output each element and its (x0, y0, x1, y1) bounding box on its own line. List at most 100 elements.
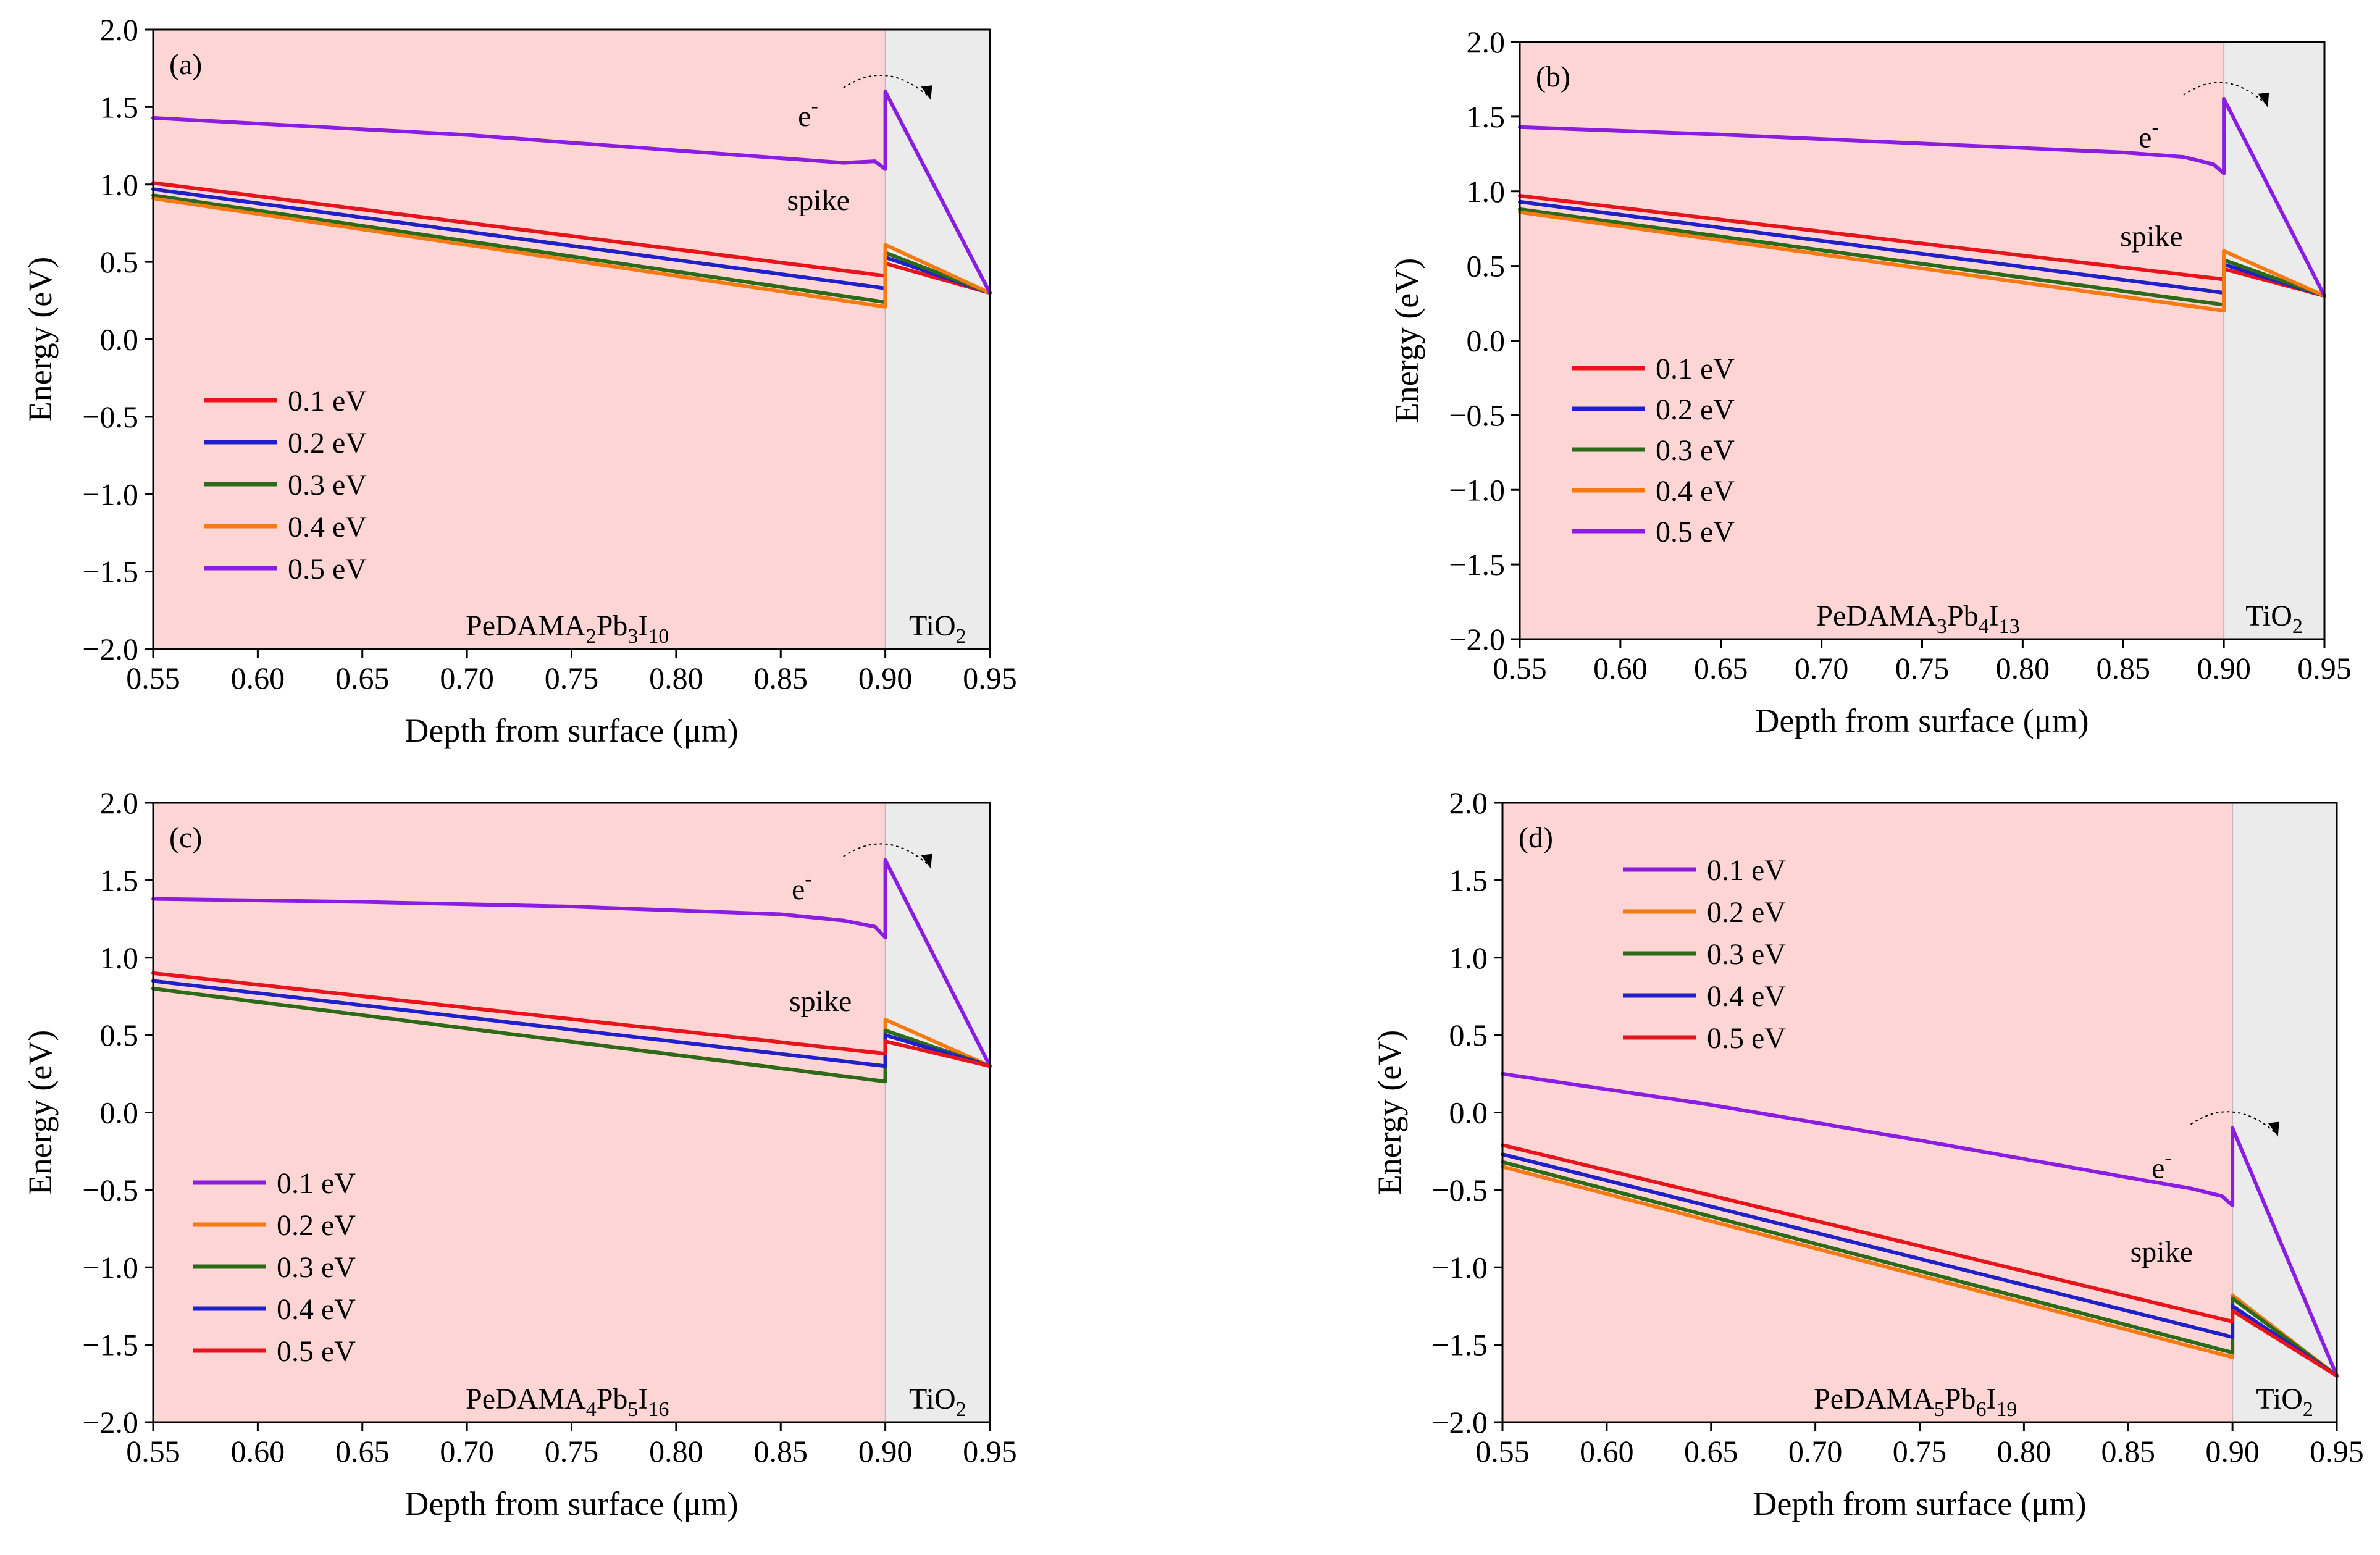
electron-charge: - (2164, 1146, 2171, 1169)
subscript: 16 (648, 1398, 669, 1421)
series-line-0-5-eV (151, 971, 992, 1068)
panel-label: (c) (169, 821, 202, 854)
x-axis: 0.55 0.60 0.65 0.70 0.75 0.80 0.85 0.90 0.95 Dept… (126, 649, 1017, 749)
electron-label: e- (792, 868, 812, 906)
legend-item: 0.2 eV (1707, 896, 1786, 929)
series-line-0-5-eV (1501, 1143, 2339, 1378)
x-tick-label: 0.55 (126, 661, 180, 695)
label-part: PeDAMA (466, 1383, 586, 1415)
y-axis: 2.0 1.5 1.0 0.5 0.0 −0.5 −1.0 −1.5 −2.0 Energy (e… (1388, 25, 1520, 656)
panel-label: (d) (1519, 821, 1553, 854)
y-tick-label: −1.0 (1449, 472, 1505, 507)
legend-item: 0.5 eV (1656, 516, 1735, 548)
label-part: Pb (597, 1383, 628, 1415)
x-tick-label: 0.85 (2101, 1434, 2156, 1469)
x-tick-label: 0.85 (2097, 651, 2151, 685)
electron-transfer-arrow (843, 843, 928, 865)
label-part: I (638, 1383, 648, 1415)
chart-panel-1: 0.55 0.60 0.65 0.70 0.75 0.80 0.85 0.90 0.95 Dept… (22, 12, 1017, 749)
electron-symbol: e (2139, 121, 2152, 154)
legend: 0.1 eV 0.2 eV 0.3 eV 0.4 eV 0.5 eV (1572, 353, 1735, 548)
x-tick-label: 0.70 (440, 1434, 494, 1469)
subscript: 3 (627, 625, 638, 648)
y-tick-label: −1.5 (82, 555, 138, 589)
x-axis-label: Depth from surface (μm) (404, 1485, 738, 1522)
x-tick-label: 0.60 (231, 1434, 285, 1469)
x-tick-label: 0.70 (1795, 651, 1849, 685)
y-axis-label: Energy (eV) (1388, 258, 1425, 423)
x-tick-label: 0.75 (1893, 1434, 1947, 1469)
y-axis: 2.0 1.5 1.0 0.5 0.0 −0.5 −1.0 −1.5 −2.0 Energy (e… (22, 786, 153, 1440)
region-label-perovskite: PeDAMA2Pb3I10 (466, 610, 669, 648)
y-tick-label: −2.0 (82, 632, 138, 666)
x-tick-label: 0.55 (1493, 651, 1547, 685)
region-label-TiO2: TiO2 (909, 1383, 966, 1421)
y-tick-label: 2.0 (1467, 25, 1506, 59)
y-tick-label: 1.5 (100, 90, 139, 124)
x-tick-label: 0.55 (126, 1434, 180, 1469)
subscript: 19 (1996, 1398, 2017, 1421)
x-axis-label: Depth from surface (μm) (1753, 1485, 2086, 1522)
label-part: I (1986, 1383, 1996, 1415)
chart-panel-3: 0.55 0.60 0.65 0.70 0.75 0.80 0.85 0.90 0.95Dept… (22, 786, 1017, 1522)
x-tick-label: 0.80 (1997, 1434, 2051, 1469)
y-axis-label: Energy (eV) (1371, 1030, 1408, 1195)
panel-label: (b) (1536, 61, 1570, 93)
y-tick-label: −0.5 (1431, 1173, 1488, 1207)
legend-item: 0.1 eV (277, 1167, 356, 1200)
electron-label: e- (2139, 115, 2159, 154)
subscript: 4 (1979, 615, 1989, 638)
series-line-0-5-eV (1518, 96, 2326, 298)
label-part: TiO (909, 610, 956, 642)
region-label-TiO2: TiO2 (909, 610, 966, 648)
y-tick-label: 0.5 (100, 245, 139, 279)
x-tick-label: 0.90 (858, 661, 913, 695)
y-tick-label: 1.0 (100, 941, 139, 975)
subscript: 2 (2303, 1398, 2313, 1421)
subscript: 3 (1937, 615, 1947, 638)
x-tick-label: 0.85 (754, 1434, 808, 1469)
y-tick-label: 0.5 (1467, 249, 1506, 283)
region-label-perovskite: PeDAMA5Pb6I19 (1814, 1383, 2017, 1421)
subscript: 5 (1934, 1398, 1945, 1421)
spike-label: spike (789, 985, 852, 1018)
label-part: PeDAMA (1814, 1383, 1934, 1415)
legend: 0.1 eV 0.2 eV 0.3 eV 0.4 eV 0.5 eV (204, 385, 367, 585)
electron-symbol: e (792, 873, 805, 906)
y-tick-label: 1.0 (1449, 941, 1488, 975)
electron-symbol: e (798, 100, 811, 133)
region-label-perovskite: PeDAMA4Pb5I16 (466, 1383, 669, 1421)
y-tick-label: 1.0 (100, 167, 139, 202)
y-tick-label: −1.0 (1431, 1250, 1488, 1285)
x-tick-label: 0.80 (1996, 651, 2050, 685)
label-part: I (638, 610, 648, 642)
x-tick-label: 0.70 (1788, 1434, 1843, 1469)
electron-charge: - (805, 868, 811, 891)
y-tick-label: 2.0 (100, 12, 139, 47)
x-tick-label: 0.75 (545, 1434, 599, 1469)
y-tick-label: −2.0 (82, 1405, 138, 1440)
subscript: 4 (586, 1398, 597, 1421)
y-tick-label: 0.0 (100, 1096, 139, 1130)
x-tick-label: 0.60 (1580, 1434, 1634, 1469)
x-tick-label: 0.60 (1593, 651, 1648, 685)
x-tick-label: 0.75 (545, 661, 599, 695)
subscript: 2 (956, 1398, 966, 1421)
electron-transfer-arrow (843, 74, 928, 96)
y-tick-label: −0.5 (82, 400, 138, 434)
x-tick-label: 0.75 (1895, 651, 1950, 685)
y-tick-label: 1.0 (1467, 174, 1506, 209)
x-tick-label: 0.95 (2310, 1434, 2364, 1469)
electron-charge: - (2152, 115, 2158, 138)
x-axis-label: Depth from surface (μm) (404, 712, 738, 749)
legend-item: 0.5 eV (277, 1335, 356, 1368)
legend-item: 0.1 eV (1707, 854, 1786, 887)
y-tick-label: −0.5 (1449, 398, 1505, 432)
region-TiO2 (2224, 42, 2324, 639)
x-tick-label: 0.65 (1684, 1434, 1738, 1469)
x-tick-label: 0.70 (440, 661, 494, 695)
panel-label: (a) (169, 48, 202, 81)
subscript: 10 (648, 625, 669, 648)
y-tick-label: −2.0 (1431, 1405, 1488, 1440)
